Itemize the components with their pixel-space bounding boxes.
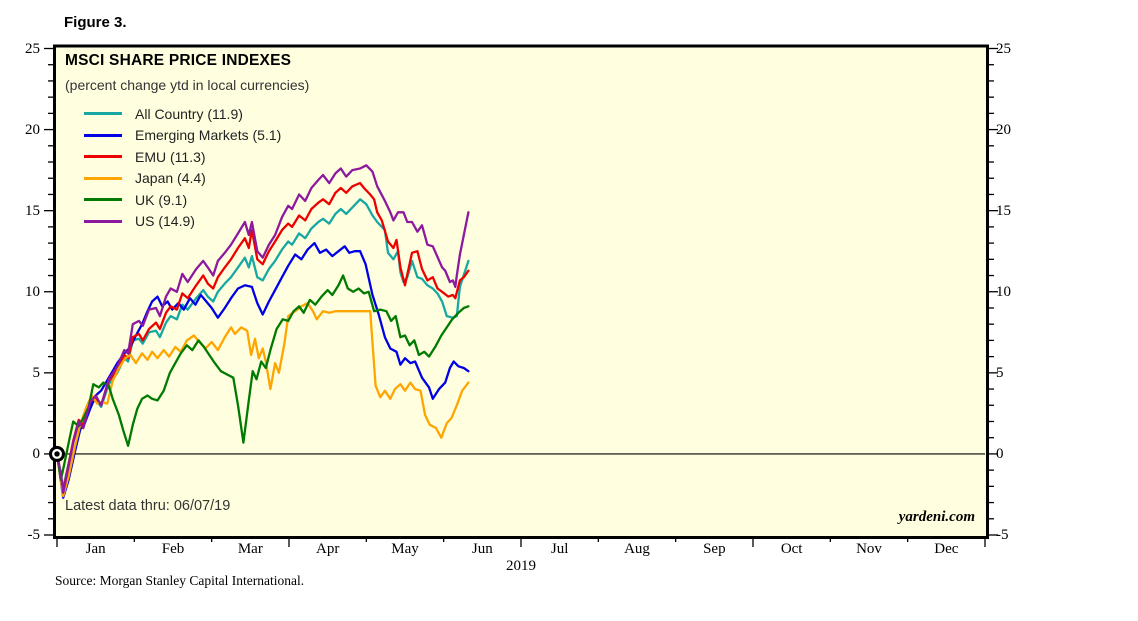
legend-item-3: Japan (4.4) <box>84 168 281 190</box>
legend-label: Japan (4.4) <box>135 170 206 187</box>
y-axis-label-left: 25 <box>25 40 40 57</box>
legend-label: US (14.9) <box>135 213 195 230</box>
origin-marker-dot <box>54 451 60 457</box>
y-axis-label-right: 0 <box>996 445 1004 462</box>
y-axis-label-right: -5 <box>996 527 1009 543</box>
y-axis-label-right: 25 <box>996 40 1011 57</box>
legend-item-1: Emerging Markets (5.1) <box>84 125 281 147</box>
legend-item-4: UK (9.1) <box>84 189 281 211</box>
series-line-4 <box>55 274 470 482</box>
legend-label: Emerging Markets (5.1) <box>135 127 282 144</box>
x-axis-month-label: Feb <box>161 541 185 557</box>
series-line-2 <box>55 181 470 493</box>
x-axis-month-label: Jun <box>471 541 493 557</box>
chart-title: MSCI SHARE PRICE INDEXES <box>65 52 292 69</box>
legend-label: UK (9.1) <box>135 191 188 208</box>
legend-item-5: US (14.9) <box>84 211 281 233</box>
legend-label: All Country (11.9) <box>135 105 243 122</box>
legend-swatch-icon <box>84 133 122 137</box>
legend-item-0: All Country (11.9) <box>84 103 281 125</box>
legend-swatch-icon <box>84 112 122 116</box>
y-axis-label-left: 20 <box>25 121 40 138</box>
plot-frame <box>53 44 989 539</box>
legend-swatch-icon <box>84 155 122 159</box>
watermark: yardeni.com <box>898 509 975 525</box>
figure-label: Figure 3. <box>64 14 127 31</box>
legend: All Country (11.9) Emerging Markets (5.1)… <box>84 103 281 232</box>
y-axis-label-right: 10 <box>996 283 1011 300</box>
chart-subtitle: (percent change ytd in local currencies) <box>65 77 310 93</box>
y-axis-label-left: 5 <box>32 364 41 381</box>
legend-item-2: EMU (11.3) <box>84 146 281 168</box>
x-axis-month-label: Sep <box>703 541 726 557</box>
y-axis-label-right: 20 <box>996 121 1011 138</box>
x-axis-month-label: Aug <box>624 541 650 557</box>
x-axis-month-label: Nov <box>856 541 882 557</box>
source-note: Source: Morgan Stanley Capital Internati… <box>55 573 305 588</box>
y-axis-label-left: 0 <box>32 445 41 462</box>
series-line-5 <box>55 164 470 494</box>
legend-swatch-icon <box>84 198 122 202</box>
x-axis-month-label: Mar <box>237 541 263 557</box>
latest-data-annotation: Latest data thru: 06/07/19 <box>65 498 231 514</box>
y-axis-label-right: 5 <box>996 364 1004 381</box>
x-axis-month-label: Jan <box>85 541 106 557</box>
legend-swatch-icon <box>84 219 122 223</box>
x-axis-month-label: May <box>391 541 419 557</box>
y-axis-label-left: 10 <box>25 283 40 300</box>
series-line-3 <box>55 301 470 498</box>
y-axis-label-right: 15 <box>996 202 1011 219</box>
x-axis-month-label: Dec <box>934 541 959 557</box>
legend-swatch-icon <box>84 176 122 180</box>
x-axis-month-label: Oct <box>780 541 803 557</box>
x-axis-month-label: Jul <box>550 541 569 557</box>
x-axis-month-label: Apr <box>315 541 340 557</box>
legend-label: EMU (11.3) <box>135 148 206 165</box>
y-axis-label-left: 15 <box>25 202 40 219</box>
y-axis-label-left: -5 <box>27 527 41 543</box>
x-axis-year-label: 2019 <box>506 558 536 574</box>
